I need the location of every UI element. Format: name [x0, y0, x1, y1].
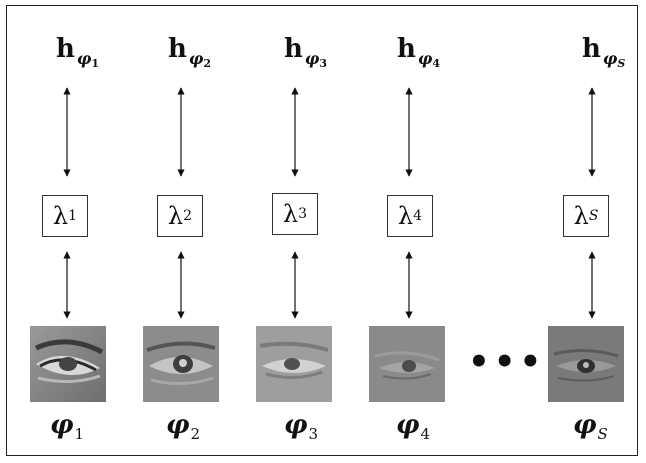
diagram-frame — [6, 5, 638, 456]
h-label-4: h φ4 — [397, 34, 441, 70]
phi-label-2: φ2 — [166, 410, 201, 443]
phi-label-3: φ3 — [284, 410, 319, 443]
eye-image-1 — [30, 326, 106, 402]
eye-image-2 — [143, 326, 219, 402]
eye-image-S — [548, 326, 624, 402]
phi-label-1: φ1 — [50, 410, 85, 443]
eye-image-3 — [256, 326, 332, 402]
h-label-1: h φ1 — [56, 34, 100, 70]
ellipsis: ••• — [468, 342, 546, 382]
h-label-3: h φ3 — [284, 34, 328, 70]
h-label-S: h φS — [582, 34, 626, 70]
phi-label-S: φS — [573, 410, 608, 443]
eye-image-4 — [369, 326, 445, 402]
phi-label-4: φ4 — [396, 410, 431, 443]
h-label-2: h φ2 — [168, 34, 212, 70]
